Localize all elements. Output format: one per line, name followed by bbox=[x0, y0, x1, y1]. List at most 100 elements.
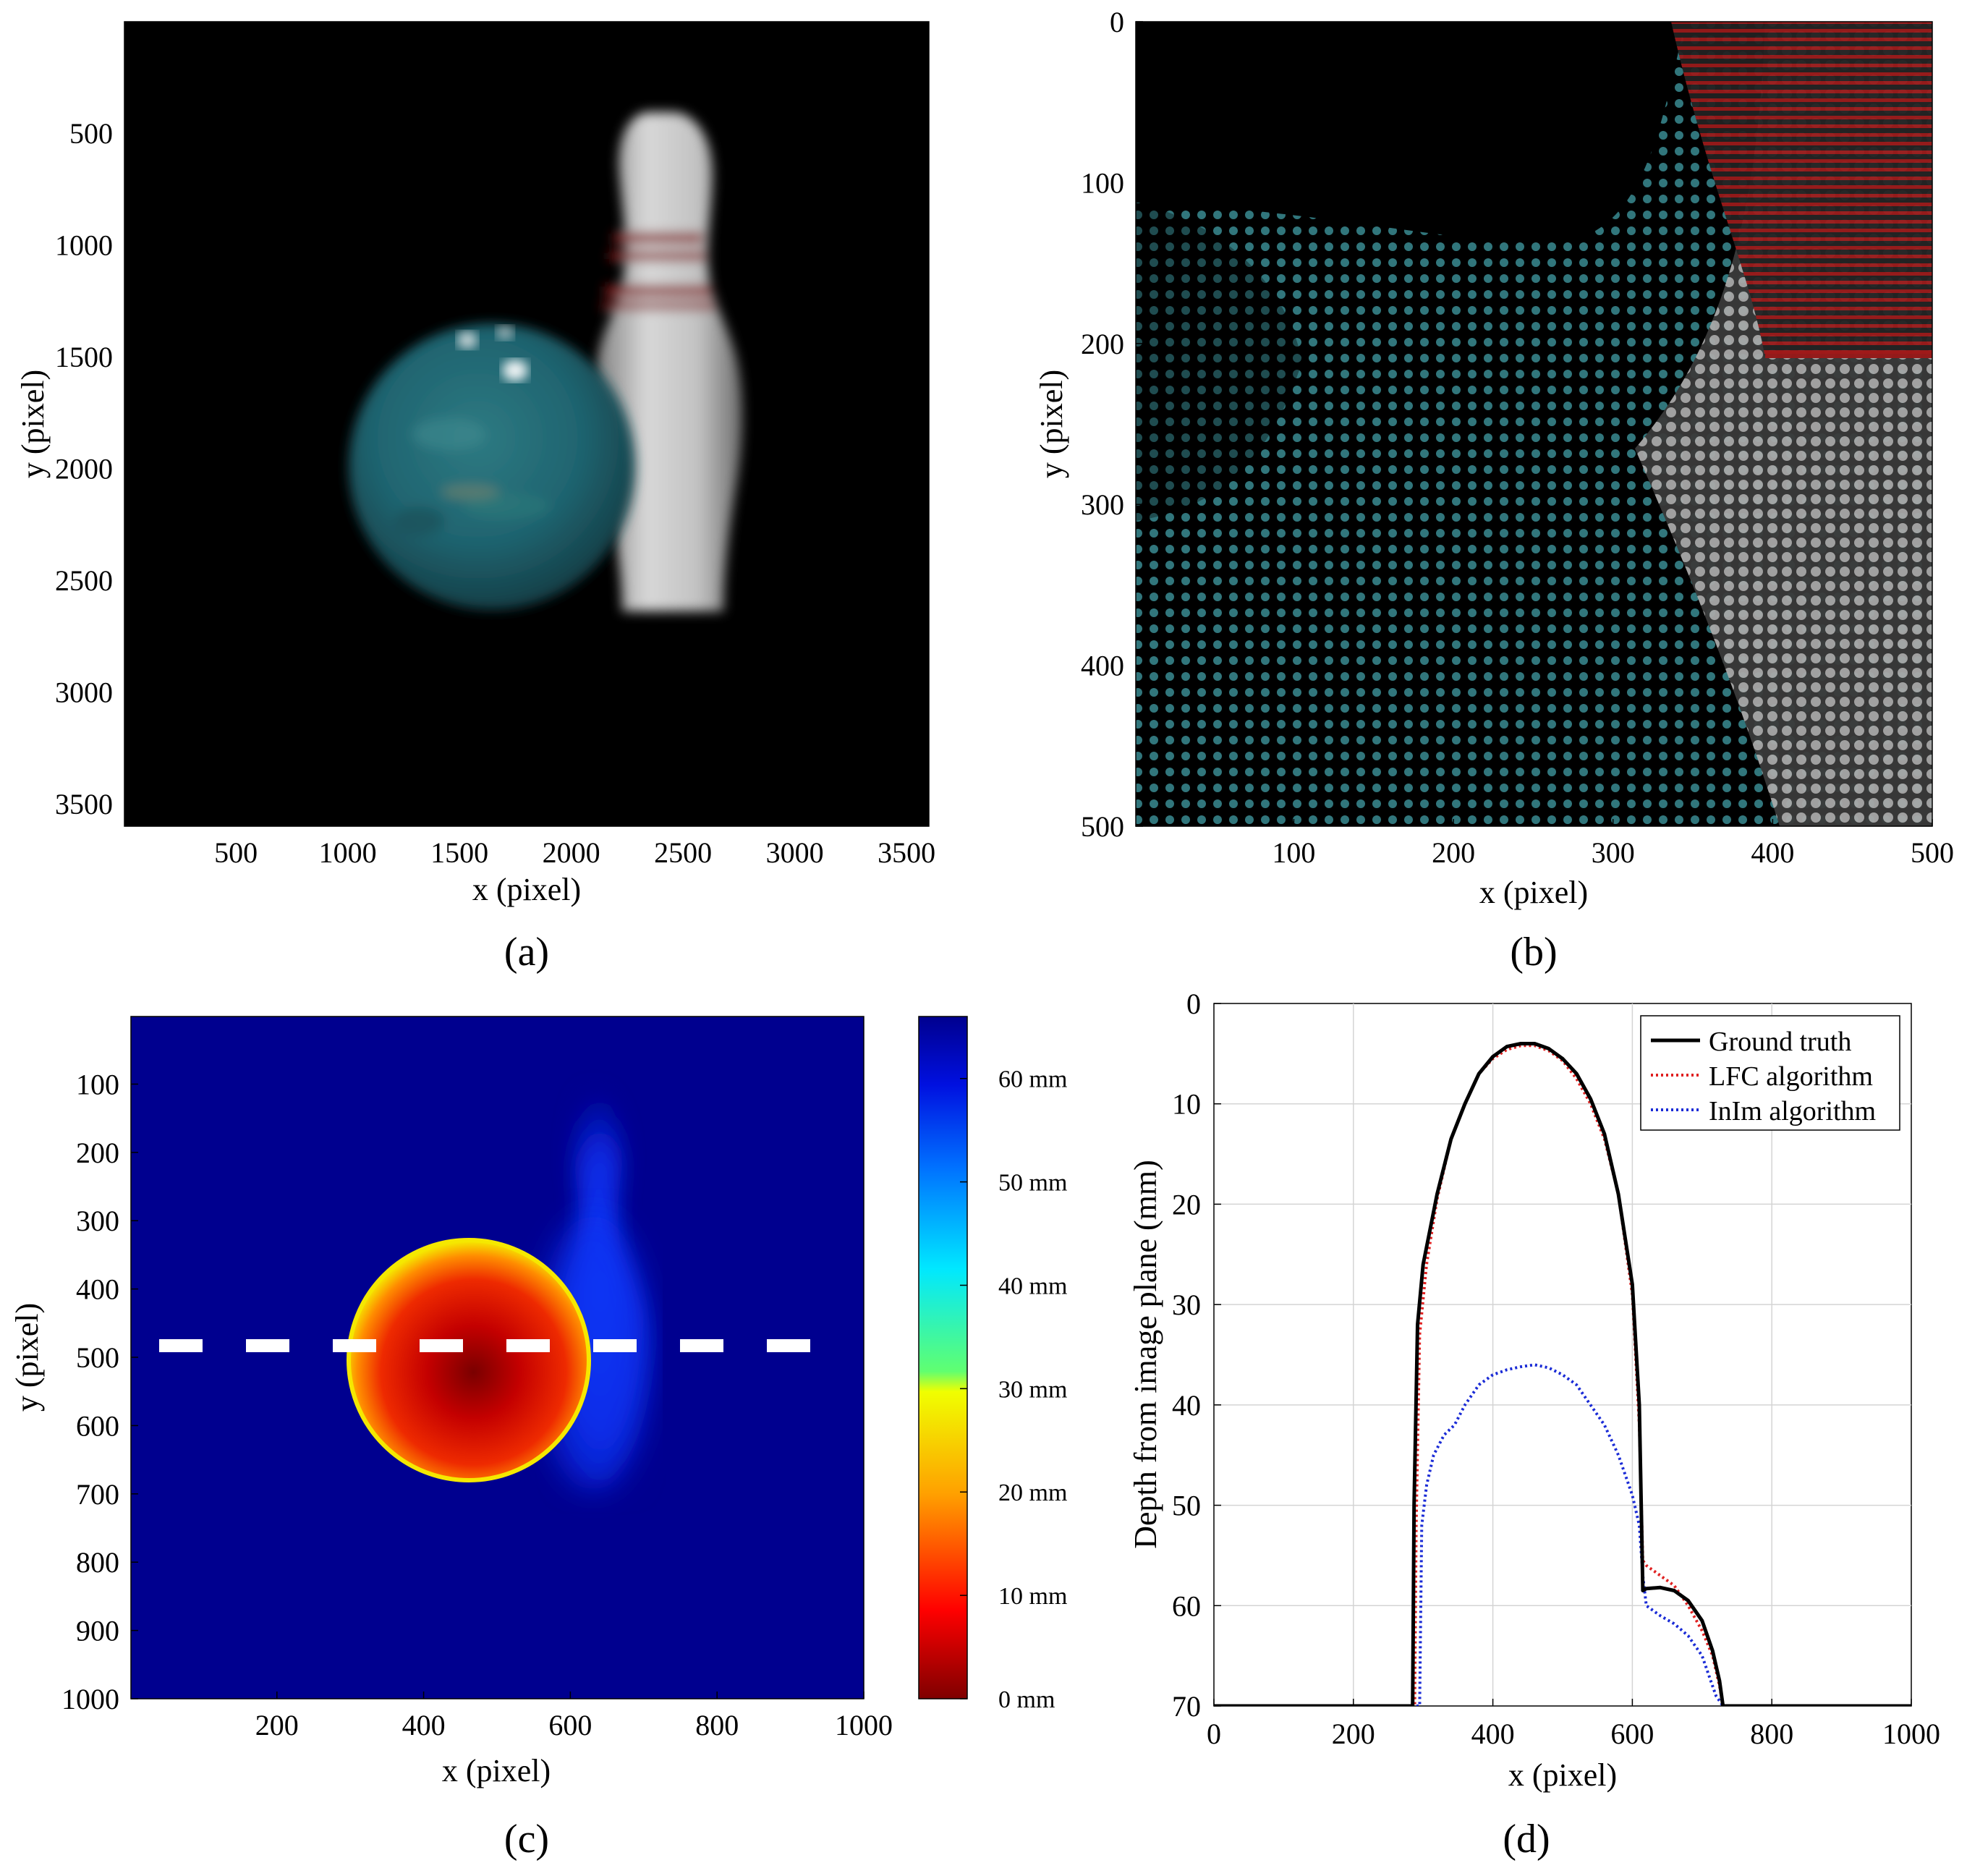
panel-b-xtick-label: 500 bbox=[1911, 836, 1954, 869]
panel-d-xtick-label: 1000 bbox=[1882, 1718, 1940, 1750]
legend-box bbox=[1640, 1015, 1900, 1131]
panel-b-ytick-label: 0 bbox=[1110, 6, 1124, 38]
panel-a-xtick-label: 2500 bbox=[654, 836, 712, 869]
colorbar-label: 50 mm bbox=[998, 1170, 1067, 1197]
panel-b-xtick-label: 300 bbox=[1592, 836, 1635, 869]
panel-b-xtick-label: 100 bbox=[1272, 836, 1315, 869]
panel-c-ytick-label: 200 bbox=[76, 1137, 119, 1169]
colorbar-gradient bbox=[918, 1016, 968, 1699]
panel-a-ytick-label: 3500 bbox=[55, 788, 113, 820]
panel-a-xtick-label: 3000 bbox=[766, 836, 824, 869]
colorbar-label: 10 mm bbox=[998, 1583, 1067, 1610]
colorbar-label: 0 mm bbox=[998, 1686, 1055, 1713]
panel-d-ytick-label: 20 bbox=[1172, 1188, 1201, 1221]
panel-c-ytick-label: 1000 bbox=[61, 1683, 119, 1715]
panel-d-ytick-label: 0 bbox=[1186, 988, 1201, 1020]
panel-a-ylabel: y (pixel) bbox=[15, 370, 51, 478]
panel-b-ytick-label: 200 bbox=[1081, 328, 1124, 360]
panel-c-ylabel: y (pixel) bbox=[9, 1303, 45, 1412]
panel-c-ytick-label: 500 bbox=[76, 1341, 119, 1374]
colorbar-label: 60 mm bbox=[998, 1066, 1067, 1093]
panel-c-xtick-label: 800 bbox=[695, 1709, 739, 1741]
panel-b-ticks: 100 200 300 400 500 0 100 200 300 400 500 bbox=[1081, 6, 1954, 869]
panel-a-caption: (a) bbox=[504, 930, 549, 975]
panel-a-xtick-label: 1500 bbox=[430, 836, 488, 869]
panel-d-xtick-label: 400 bbox=[1471, 1718, 1515, 1750]
panel-c-xtick-label: 200 bbox=[255, 1709, 299, 1741]
panel-b-ylabel: y (pixel) bbox=[1034, 370, 1069, 478]
panel-d: 0 200 400 600 800 1000 0 10 20 30 40 50 60 70 Ground … bbox=[1128, 988, 1940, 1862]
panel-d-xtick-label: 0 bbox=[1207, 1718, 1221, 1750]
series-ground-truth bbox=[1214, 1042, 1911, 1706]
panel-c-xtick-label: 400 bbox=[402, 1709, 446, 1741]
panel-d-xtick-label: 200 bbox=[1332, 1718, 1375, 1750]
panel-b-ytick-label: 100 bbox=[1081, 166, 1124, 199]
panel-a-ytick-label: 1000 bbox=[55, 229, 113, 262]
ball-depth-region bbox=[349, 1240, 589, 1480]
legend-lfc: LFC algorithm bbox=[1709, 1061, 1873, 1092]
panel-c-ytick-label: 800 bbox=[76, 1546, 119, 1579]
panel-b-xlabel: x (pixel) bbox=[1479, 875, 1588, 910]
panel-b-caption: (b) bbox=[1510, 930, 1557, 975]
panel-a-ytick-label: 2000 bbox=[55, 453, 113, 485]
panel-b-ytick-label: 500 bbox=[1081, 810, 1124, 843]
panel-a-xtick-label: 3500 bbox=[878, 836, 935, 869]
panel-a-ticks: 500 1000 1500 2000 2500 3000 3500 500 1000 1500 20… bbox=[55, 117, 935, 869]
panel-c-ytick-label: 400 bbox=[76, 1273, 119, 1306]
panel-a-xtick-label: 2000 bbox=[543, 836, 600, 869]
colorbar-label: 20 mm bbox=[998, 1480, 1067, 1506]
panel-d-ytick-label: 70 bbox=[1172, 1690, 1201, 1723]
panel-c-xtick-label: 600 bbox=[548, 1709, 592, 1741]
panel-c: 0 mm 10 mm 20 mm 30 mm 40 mm 50 mm 60 mm 200 40… bbox=[9, 1016, 1067, 1862]
colorbar: 0 mm 10 mm 20 mm 30 mm 40 mm 50 mm 60 mm bbox=[918, 1016, 1067, 1713]
panel-b: 100 200 300 400 500 0 100 200 300 400 500 x (pixel… bbox=[1034, 6, 1954, 975]
panel-c-xtick-label: 1000 bbox=[835, 1709, 893, 1741]
series-inim bbox=[1214, 1363, 1911, 1706]
panel-c-ytick-label: 300 bbox=[76, 1205, 119, 1237]
panel-d-ytick-label: 10 bbox=[1172, 1088, 1201, 1121]
panel-a-image bbox=[124, 22, 929, 826]
colorbar-label: 40 mm bbox=[998, 1273, 1067, 1299]
panel-b-ytick-label: 400 bbox=[1081, 650, 1124, 682]
panel-a-xtick-label: 500 bbox=[214, 836, 258, 869]
panel-d-xtick-label: 600 bbox=[1610, 1718, 1654, 1750]
panel-d-ytick-label: 60 bbox=[1172, 1589, 1201, 1622]
panel-b-xtick-label: 400 bbox=[1751, 836, 1794, 869]
panel-c-xlabel: x (pixel) bbox=[442, 1753, 551, 1788]
panel-a: 500 1000 1500 2000 2500 3000 3500 500 1000 1500 20… bbox=[15, 21, 935, 975]
bowling-ball-a bbox=[349, 323, 635, 610]
panel-c-caption: (c) bbox=[504, 1817, 549, 1862]
panel-d-ticks: 0 200 400 600 800 1000 0 10 20 30 40 50 60 70 bbox=[1172, 988, 1940, 1750]
panel-b-ytick-label: 300 bbox=[1081, 488, 1124, 521]
panel-a-ytick-label: 500 bbox=[69, 117, 113, 150]
panel-a-ytick-label: 3000 bbox=[55, 676, 113, 709]
panel-a-ytick-label: 2500 bbox=[55, 564, 113, 597]
panel-b-xtick-label: 200 bbox=[1432, 836, 1475, 869]
panel-a-xtick-label: 1000 bbox=[319, 836, 377, 869]
panel-d-caption: (d) bbox=[1503, 1817, 1550, 1862]
panel-d-ytick-label: 40 bbox=[1172, 1389, 1201, 1422]
finger-holes-a bbox=[457, 326, 528, 381]
panel-c-ytick-label: 700 bbox=[76, 1478, 119, 1511]
panel-b-image bbox=[1136, 22, 1932, 826]
panel-d-ytick-label: 50 bbox=[1172, 1490, 1201, 1522]
panel-c-ytick-label: 900 bbox=[76, 1615, 119, 1647]
panel-d-series bbox=[1214, 1042, 1911, 1706]
panel-c-heatmap bbox=[131, 1016, 864, 1699]
legend-inim: InIm algorithm bbox=[1709, 1096, 1876, 1126]
colorbar-label: 30 mm bbox=[998, 1376, 1067, 1403]
legend-ground-truth: Ground truth bbox=[1709, 1027, 1851, 1057]
panel-d-ylabel: Depth from image plane (mm) bbox=[1128, 1160, 1163, 1549]
panel-d-ytick-label: 30 bbox=[1172, 1289, 1201, 1321]
colorbar-labels: 0 mm 10 mm 20 mm 30 mm 40 mm 50 mm 60 mm bbox=[960, 1066, 1067, 1713]
panel-c-ticks: 200 400 600 800 1000 100 200 300 400 500 600 700 800… bbox=[61, 1068, 893, 1741]
legend: Ground truth LFC algorithm InIm algorith… bbox=[1640, 1015, 1900, 1131]
panel-a-ytick-label: 1500 bbox=[55, 341, 113, 373]
panel-d-xtick-label: 800 bbox=[1750, 1718, 1793, 1750]
panel-c-ytick-label: 600 bbox=[76, 1409, 119, 1442]
panel-d-xlabel: x (pixel) bbox=[1508, 1757, 1617, 1793]
red-stripe-b bbox=[1671, 22, 1932, 358]
panel-a-xlabel: x (pixel) bbox=[472, 872, 581, 907]
panel-c-ytick-label: 100 bbox=[76, 1068, 119, 1100]
